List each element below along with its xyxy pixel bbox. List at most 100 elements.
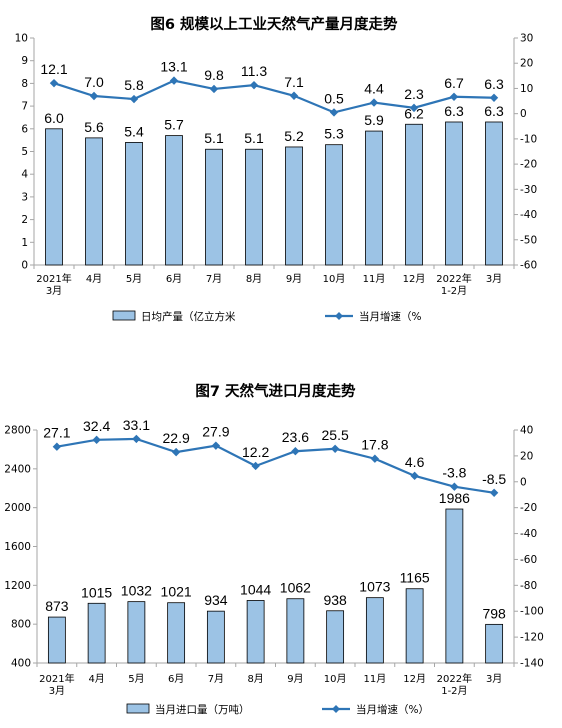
- line-data-label: 27.1: [43, 425, 70, 441]
- line-data-label: 13.1: [160, 59, 187, 75]
- x-tick-label: 3月: [49, 685, 65, 697]
- bar-data-label: 1986: [439, 490, 470, 506]
- bar-data-label: 6.3: [484, 103, 504, 119]
- bar-data-label: 6.0: [44, 110, 64, 126]
- left-tick-label: 6: [21, 123, 28, 135]
- bar-data-label: 1044: [240, 581, 271, 597]
- bar-data-label: 1062: [280, 580, 311, 596]
- x-tick-label: 3月: [46, 285, 62, 297]
- right-tick-label: -20: [520, 502, 537, 514]
- line-data-label: 6.7: [444, 75, 464, 91]
- line-point: [329, 108, 339, 117]
- left-tick-label: 2: [21, 214, 28, 226]
- bar-data-label: 5.9: [364, 112, 384, 128]
- left-tick-label: 5: [21, 146, 28, 158]
- line-point: [489, 93, 499, 102]
- bar-data-label: 1165: [400, 570, 430, 586]
- right-tick-label: -10: [520, 133, 537, 145]
- bar-data-label: 5.1: [244, 130, 264, 146]
- left-tick-label: 1200: [4, 580, 31, 592]
- bar: [445, 121, 463, 266]
- chart-title: 图6 规模以上工业天然气产量月度走势: [150, 15, 398, 33]
- bar-data-label: 5.1: [204, 130, 224, 146]
- bar-data-label: 1073: [359, 579, 390, 595]
- line-point: [169, 76, 179, 85]
- line-data-label: 2.3: [404, 86, 424, 102]
- line-data-label: 32.4: [83, 418, 110, 434]
- left-tick-label: 7: [21, 101, 28, 113]
- x-tick-label: 7月: [208, 673, 224, 685]
- right-tick-label: 30: [520, 33, 533, 45]
- bar-data-label: 5.4: [124, 123, 144, 139]
- line-point: [211, 441, 221, 450]
- left-tick-label: 800: [11, 619, 31, 631]
- bar: [205, 148, 223, 266]
- bar-data-label: 1015: [81, 584, 112, 600]
- line-point: [89, 91, 99, 101]
- x-tick-label: 1-2月: [441, 285, 467, 297]
- line-series: [56, 437, 495, 494]
- left-tick-label: 2000: [4, 502, 31, 514]
- line-data-label: 12.2: [242, 444, 269, 460]
- line-point: [489, 488, 499, 497]
- x-tick-label: 2021年: [39, 672, 74, 685]
- bar: [286, 598, 305, 664]
- left-tick-label: 400: [11, 658, 31, 670]
- bar: [245, 148, 263, 266]
- right-tick-label: -60: [520, 554, 537, 566]
- right-tick-label: 0: [520, 476, 527, 488]
- bar: [47, 616, 66, 664]
- bar-data-label: 5.2: [284, 128, 304, 144]
- line-data-label: 11.3: [241, 63, 267, 79]
- bar: [127, 601, 146, 664]
- left-tick-label: 1: [21, 237, 28, 249]
- legend-line-label: 当月增速（%）: [356, 703, 429, 716]
- line-point: [291, 447, 300, 456]
- line-data-label: 7.1: [284, 74, 304, 90]
- bar: [365, 130, 383, 266]
- line-data-label: 25.5: [322, 427, 349, 443]
- x-tick-label: 3月: [486, 673, 502, 685]
- legend-line-marker: [332, 705, 340, 713]
- line-data-label: 23.6: [282, 429, 309, 445]
- bar-data-label: 5.3: [324, 126, 344, 142]
- bar-data-label: 6.2: [404, 105, 424, 121]
- bar-data-label: 1021: [161, 584, 192, 600]
- line-data-label: 9.8: [204, 67, 224, 83]
- bar: [246, 600, 265, 664]
- right-tick-label: -20: [520, 159, 537, 171]
- line-series: [53, 79, 495, 114]
- line-point: [249, 80, 259, 90]
- x-tick-label: 10月: [323, 273, 346, 285]
- line-data-label: 4.6: [405, 454, 425, 470]
- line-data-label: 12.1: [40, 61, 67, 77]
- line-data-label: -3.8: [442, 465, 466, 481]
- bar-data-label: 873: [45, 598, 69, 614]
- line-point: [410, 471, 419, 481]
- right-tick-label: 20: [520, 58, 533, 70]
- left-tick-label: 4: [21, 169, 28, 181]
- chart-natural-gas-output: 图6 规模以上工业天然气产量月度走势 0 1 2 3 4 5 6 7 8 9 10 -60 -50 -40 -…: [15, 15, 538, 323]
- line-point: [289, 91, 299, 100]
- left-tick-label: 8: [21, 78, 28, 90]
- line-data-label: 27.9: [202, 424, 229, 440]
- x-tick-label: 1-2月: [441, 685, 467, 697]
- line-data-label: 6.3: [484, 76, 504, 92]
- right-tick-label: -40: [520, 528, 537, 540]
- right-tick-label: 10: [520, 83, 533, 95]
- line-data-label: 33.1: [123, 417, 150, 433]
- bar: [485, 121, 503, 266]
- x-tick-label: 4月: [88, 673, 104, 685]
- legend-bar-label: 当月进口量（万吨）: [155, 703, 250, 716]
- bar: [445, 508, 464, 664]
- bar-data-label: 1032: [121, 583, 152, 599]
- legend-line-marker: [335, 312, 343, 320]
- right-tick-label: 20: [520, 450, 533, 462]
- left-tick-label: 1600: [4, 541, 31, 553]
- bar: [85, 137, 103, 266]
- right-tick-label: -140: [520, 658, 544, 670]
- bar-data-label: 934: [204, 592, 228, 608]
- x-tick-label: 8月: [247, 673, 263, 685]
- line-data-label: 5.8: [124, 77, 144, 93]
- line-point: [92, 435, 101, 445]
